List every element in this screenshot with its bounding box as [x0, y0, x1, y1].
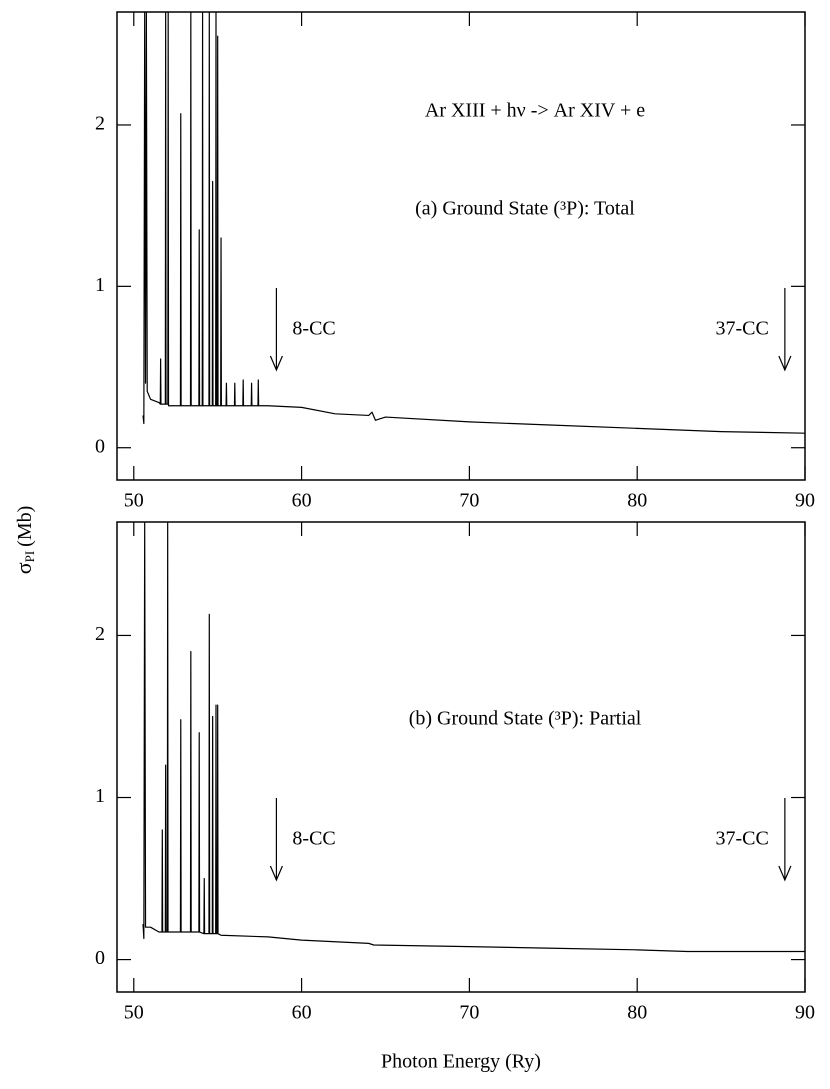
panel-title: Ar XIII + hν -> Ar XIV + e [425, 100, 645, 122]
x-tick-label: 50 [124, 490, 144, 512]
y-tick-label: 0 [95, 947, 105, 969]
x-tick-label: 70 [459, 490, 479, 512]
x-tick-label: 70 [459, 1002, 479, 1024]
marker-label: 8-CC [292, 318, 335, 340]
plot-area [142, 12, 805, 434]
marker-arrow-head [269, 355, 283, 372]
x-tick-label: 50 [124, 1002, 144, 1024]
x-tick-label: 80 [627, 490, 647, 512]
panel-subtitle: (b) Ground State (³P): Partial [409, 708, 642, 730]
x-tick-label: 60 [292, 490, 312, 512]
data-line [142, 522, 805, 953]
x-tick-label: 80 [627, 1002, 647, 1024]
y-label-unit: (Mb) [14, 506, 36, 547]
y-axis-label: σPI (Mb) [11, 506, 37, 575]
y-tick-label: 1 [95, 274, 105, 296]
marker-label: 8-CC [292, 828, 335, 850]
x-tick-label: 90 [795, 1002, 815, 1024]
y-tick-label: 0 [95, 435, 105, 457]
marker-label: 37-CC [716, 318, 769, 340]
x-axis-label: Photon Energy (Ry) [381, 1051, 541, 1073]
x-tick-label: 60 [292, 1002, 312, 1024]
data-line [142, 12, 805, 434]
marker-arrow-head [269, 865, 283, 882]
plot-area [142, 522, 805, 953]
y-label-subscript: PI [22, 551, 37, 563]
x-tick-label: 90 [795, 490, 815, 512]
y-tick-label: 2 [95, 623, 105, 645]
panel-subtitle: (a) Ground State (³P): Total [415, 198, 635, 220]
y-tick-label: 1 [95, 785, 105, 807]
marker-arrow-head [778, 355, 792, 372]
marker-label: 37-CC [716, 828, 769, 850]
plot-frame [116, 521, 806, 993]
y-label-symbol: σ [11, 562, 36, 574]
marker-arrow-head [778, 865, 792, 882]
plot-frame [116, 11, 806, 481]
y-tick-label: 2 [95, 113, 105, 135]
